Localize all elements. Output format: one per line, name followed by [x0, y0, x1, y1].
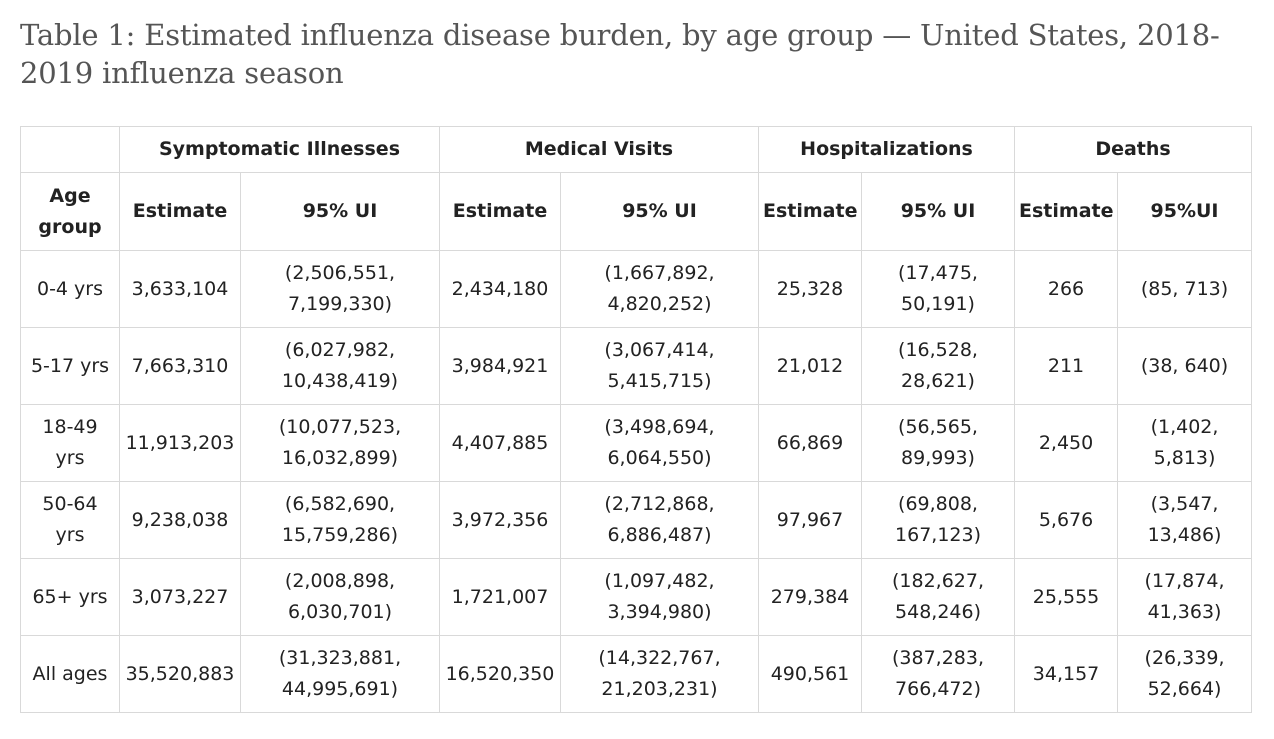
corner-cell [20, 126, 120, 173]
table-row: 50-64 yrs 9,238,038 (6,582,690, 15,759,2… [20, 481, 1253, 559]
hosp-ui-cell: (56,565, 89,993) [860, 404, 1016, 482]
group-header-hospitalizations: Hospitalizations [757, 126, 1016, 173]
deaths-estimate-cell: 2,450 [1014, 404, 1119, 482]
group-header-symptomatic-illnesses: Symptomatic Illnesses [119, 126, 440, 173]
visits-ui-cell: (1,667,892, 4,820,252) [560, 250, 759, 328]
visits-ui-cell: (1,097,482, 3,394,980) [560, 558, 759, 636]
deaths-ui-cell: (38, 640) [1117, 327, 1253, 405]
visits-estimate-cell: 3,972,356 [439, 481, 561, 559]
deaths-estimate-cell: 5,676 [1014, 481, 1119, 559]
sub-header-illness-ui: 95% UI [240, 172, 440, 251]
sub-header-row: Age group Estimate 95% UI Estimate 95% U… [20, 172, 1253, 251]
illness-estimate-cell: 3,073,227 [119, 558, 241, 636]
age-group-cell: 50-64 yrs [20, 481, 120, 559]
illness-ui-cell: (6,582,690, 15,759,286) [240, 481, 440, 559]
hosp-ui-cell: (182,627, 548,246) [860, 558, 1016, 636]
deaths-ui-cell: (1,402, 5,813) [1117, 404, 1253, 482]
hosp-ui-cell: (69,808, 167,123) [860, 481, 1016, 559]
age-group-cell: 0-4 yrs [20, 250, 120, 328]
hosp-estimate-cell: 21,012 [758, 327, 862, 405]
deaths-estimate-cell: 34,157 [1014, 635, 1119, 713]
illness-estimate-cell: 3,633,104 [119, 250, 241, 328]
hosp-estimate-cell: 66,869 [758, 404, 862, 482]
sub-header-visits-ui: 95% UI [560, 172, 759, 251]
visits-estimate-cell: 3,984,921 [439, 327, 561, 405]
table-row: 65+ yrs 3,073,227 (2,008,898, 6,030,701)… [20, 558, 1253, 636]
hosp-estimate-cell: 490,561 [758, 635, 862, 713]
illness-estimate-cell: 11,913,203 [119, 404, 241, 482]
age-group-header: Age group [20, 172, 120, 251]
deaths-estimate-cell: 211 [1014, 327, 1119, 405]
visits-estimate-cell: 4,407,885 [439, 404, 561, 482]
visits-ui-cell: (14,322,767, 21,203,231) [560, 635, 759, 713]
age-group-cell: All ages [20, 635, 120, 713]
page-title: Table 1: Estimated influenza disease bur… [20, 18, 1220, 90]
table-row: 0-4 yrs 3,633,104 (2,506,551, 7,199,330)… [20, 250, 1253, 328]
hosp-estimate-cell: 279,384 [758, 558, 862, 636]
burden-table: Symptomatic Illnesses Medical Visits Hos… [20, 126, 1253, 713]
visits-estimate-cell: 16,520,350 [439, 635, 561, 713]
illness-estimate-cell: 7,663,310 [119, 327, 241, 405]
visits-estimate-cell: 1,721,007 [439, 558, 561, 636]
illness-ui-cell: (6,027,982, 10,438,419) [240, 327, 440, 405]
hosp-ui-cell: (17,475, 50,191) [860, 250, 1016, 328]
sub-header-visits-estimate: Estimate [439, 172, 561, 251]
sub-header-hosp-estimate: Estimate [758, 172, 862, 251]
table-row: 18-49 yrs 11,913,203 (10,077,523, 16,032… [20, 404, 1253, 482]
visits-estimate-cell: 2,434,180 [439, 250, 561, 328]
deaths-ui-cell: (3,547, 13,486) [1117, 481, 1253, 559]
illness-estimate-cell: 35,520,883 [119, 635, 241, 713]
visits-ui-cell: (3,498,694, 6,064,550) [560, 404, 759, 482]
table-row: 5-17 yrs 7,663,310 (6,027,982, 10,438,41… [20, 327, 1253, 405]
hosp-estimate-cell: 97,967 [758, 481, 862, 559]
illness-ui-cell: (31,323,881, 44,995,691) [240, 635, 440, 713]
deaths-ui-cell: (85, 713) [1117, 250, 1253, 328]
visits-ui-cell: (2,712,868, 6,886,487) [560, 481, 759, 559]
deaths-ui-cell: (17,874, 41,363) [1117, 558, 1253, 636]
sub-header-deaths-ui: 95%UI [1117, 172, 1253, 251]
age-group-cell: 18-49 yrs [20, 404, 120, 482]
sub-header-hosp-ui: 95% UI [860, 172, 1016, 251]
group-header-medical-visits: Medical Visits [439, 126, 759, 173]
sub-header-deaths-estimate: Estimate [1014, 172, 1119, 251]
illness-estimate-cell: 9,238,038 [119, 481, 241, 559]
deaths-ui-cell: (26,339, 52,664) [1117, 635, 1253, 713]
hosp-ui-cell: (387,283, 766,472) [860, 635, 1016, 713]
hosp-estimate-cell: 25,328 [758, 250, 862, 328]
hosp-ui-cell: (16,528, 28,621) [860, 327, 1016, 405]
illness-ui-cell: (2,008,898, 6,030,701) [240, 558, 440, 636]
deaths-estimate-cell: 266 [1014, 250, 1119, 328]
group-header-deaths: Deaths [1014, 126, 1253, 173]
illness-ui-cell: (10,077,523, 16,032,899) [240, 404, 440, 482]
age-group-cell: 65+ yrs [20, 558, 120, 636]
visits-ui-cell: (3,067,414, 5,415,715) [560, 327, 759, 405]
deaths-estimate-cell: 25,555 [1014, 558, 1119, 636]
age-group-cell: 5-17 yrs [20, 327, 120, 405]
sub-header-illness-estimate: Estimate [119, 172, 241, 251]
group-header-row: Symptomatic Illnesses Medical Visits Hos… [20, 126, 1253, 173]
table-row: All ages 35,520,883 (31,323,881, 44,995,… [20, 635, 1253, 713]
illness-ui-cell: (2,506,551, 7,199,330) [240, 250, 440, 328]
